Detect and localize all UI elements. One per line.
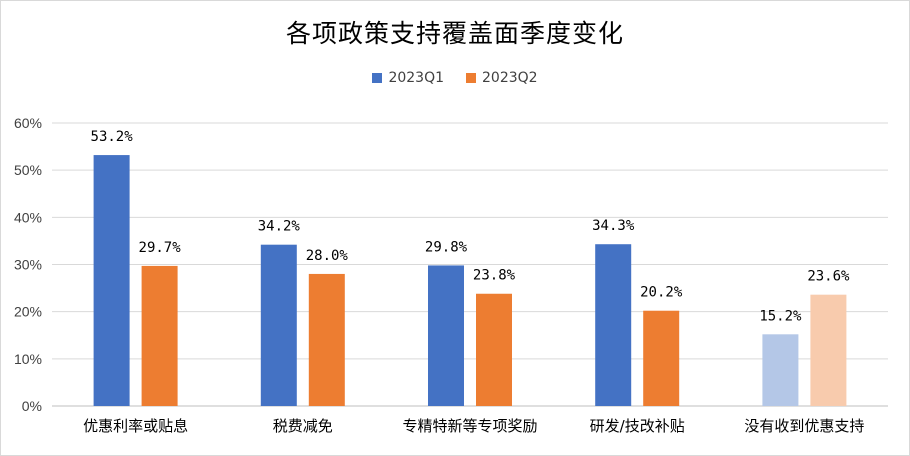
data-label: 23.8% xyxy=(473,268,516,284)
data-label: 53.2% xyxy=(91,129,134,145)
data-label: 15.2% xyxy=(759,308,802,324)
x-tick-label: 专精特新等专项奖励 xyxy=(402,417,537,435)
data-label: 23.6% xyxy=(807,269,850,285)
data-label: 34.3% xyxy=(592,218,635,234)
y-tick-label: 40% xyxy=(14,209,42,225)
y-tick-label: 20% xyxy=(14,304,42,320)
x-tick-label: 税费减免 xyxy=(273,417,333,435)
bar xyxy=(93,155,130,406)
legend-item-q2: 2023Q2 xyxy=(466,70,538,86)
y-tick-label: 30% xyxy=(14,257,42,273)
legend-item-q1: 2023Q1 xyxy=(372,70,444,86)
bar xyxy=(810,294,847,406)
y-tick-label: 0% xyxy=(22,398,42,414)
legend-label-q1: 2023Q1 xyxy=(388,70,444,86)
y-tick-label: 50% xyxy=(14,162,42,178)
data-label: 34.2% xyxy=(258,219,301,235)
data-label: 29.8% xyxy=(425,239,468,255)
data-label: 29.7% xyxy=(139,240,182,256)
bar xyxy=(595,244,632,406)
bar xyxy=(428,265,464,406)
x-tick-label: 没有收到优惠支持 xyxy=(744,417,864,435)
bar xyxy=(762,334,799,406)
x-tick-label: 优惠利率或贴息 xyxy=(83,417,188,435)
x-tick-label: 研发/技改补贴 xyxy=(590,417,685,435)
chart-title: 各项政策支持覆盖面季度变化 xyxy=(285,19,624,48)
bar xyxy=(476,293,512,406)
data-label: 20.2% xyxy=(640,285,683,301)
legend-swatch-q2 xyxy=(466,73,476,83)
bar xyxy=(643,310,680,406)
legend-swatch-q1 xyxy=(372,73,383,83)
data-label: 28.0% xyxy=(306,248,349,264)
y-tick-label: 10% xyxy=(14,351,42,367)
legend-label-q2: 2023Q2 xyxy=(482,70,538,86)
bar xyxy=(141,265,178,406)
y-tick-label: 60% xyxy=(14,115,42,131)
bar xyxy=(308,273,345,406)
legend: 2023Q1 2023Q2 xyxy=(0,70,910,86)
bar xyxy=(260,244,297,406)
